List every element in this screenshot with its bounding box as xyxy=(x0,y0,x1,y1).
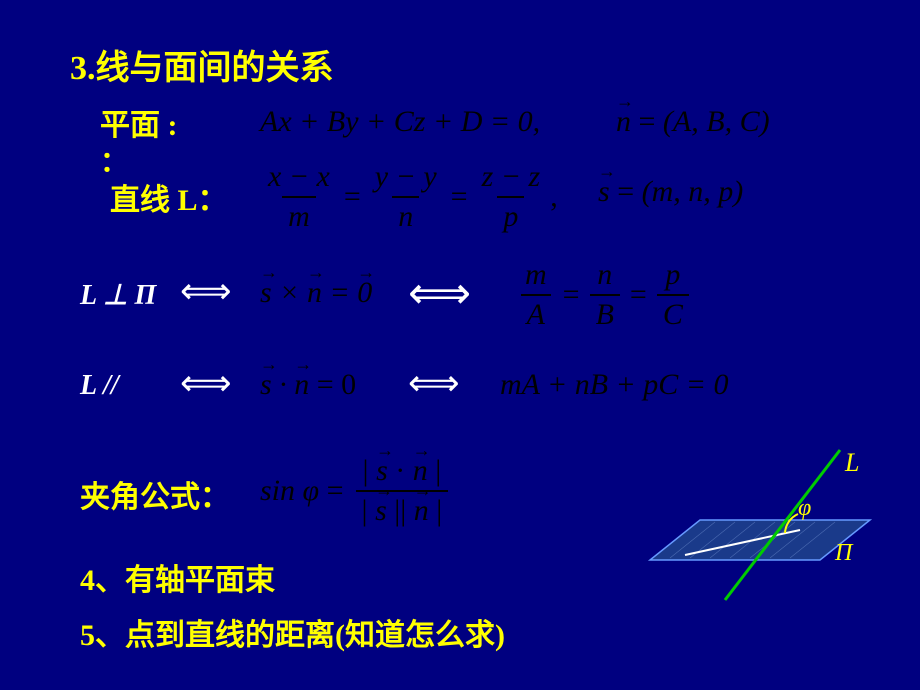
line-plane-diagram: L φ Π xyxy=(620,440,890,610)
pfrac1-num: m xyxy=(519,258,553,294)
frac1-num: x − x xyxy=(262,160,336,196)
diagram-Pi-label: Π xyxy=(835,540,852,567)
pfrac3-num: p xyxy=(659,258,686,294)
pfrac1-den: A xyxy=(521,294,551,332)
item-4: 4、有轴平面束 xyxy=(80,555,275,599)
plane-eq-text: Ax + By + Cz + D = 0, xyxy=(260,105,540,138)
frac2-num: y − y xyxy=(369,160,443,196)
biarrow-icon: ⟺ xyxy=(408,362,460,404)
frac1-den: m xyxy=(282,196,316,234)
diagram-L-label: L xyxy=(845,448,859,478)
para-eq1: →s · →n = 0 xyxy=(260,368,356,402)
biarrow-icon: ⟺ xyxy=(180,362,232,404)
pfrac2-den: B xyxy=(590,294,620,332)
plane-equation: Ax + By + Cz + D = 0, xyxy=(260,105,540,139)
section-title: 3.线与面间的关系 xyxy=(70,40,334,89)
perp-eq1: →s × →n = →0 xyxy=(260,276,372,310)
biarrow-icon: ⟺ xyxy=(180,270,232,312)
line-equation: x − xm = y − yn = z − zp , xyxy=(258,160,558,234)
plane-colon: ： xyxy=(100,140,128,180)
diagram-phi-label: φ xyxy=(798,495,811,522)
perp-eq2: mA = nB = pC xyxy=(515,258,693,332)
pfrac2-num: n xyxy=(591,258,618,294)
frac2-den: n xyxy=(392,196,419,234)
item-5: 5、点到直线的距离(知道怎么求) xyxy=(80,610,505,654)
vector-s-icon: →s xyxy=(598,175,610,209)
pfrac3-den: C xyxy=(657,294,689,332)
para-label: L // xyxy=(80,370,119,402)
perp-label: L ⊥ Π xyxy=(80,278,156,312)
para-label-text: L // xyxy=(80,370,119,401)
biarrow-icon: ⟺ xyxy=(408,268,471,319)
para-eq2: mA + nB + pC = 0 xyxy=(500,368,729,402)
vector-n-icon: →n xyxy=(616,105,631,139)
plane-label-text: 平面 xyxy=(100,109,160,142)
plane-label: 平面 : xyxy=(100,100,178,144)
line-label: 直线 L： xyxy=(110,175,228,219)
angle-label: 夹角公式： xyxy=(80,472,230,516)
angle-formula: sin φ = | →s · →n | | →s || →n | xyxy=(260,454,452,528)
frac3-num: z − z xyxy=(476,160,547,196)
line-direction: →s = (m, n, p) xyxy=(598,175,743,209)
frac3-den: p xyxy=(497,196,524,234)
plane-normal: →n = (A, B, C) xyxy=(616,105,770,139)
